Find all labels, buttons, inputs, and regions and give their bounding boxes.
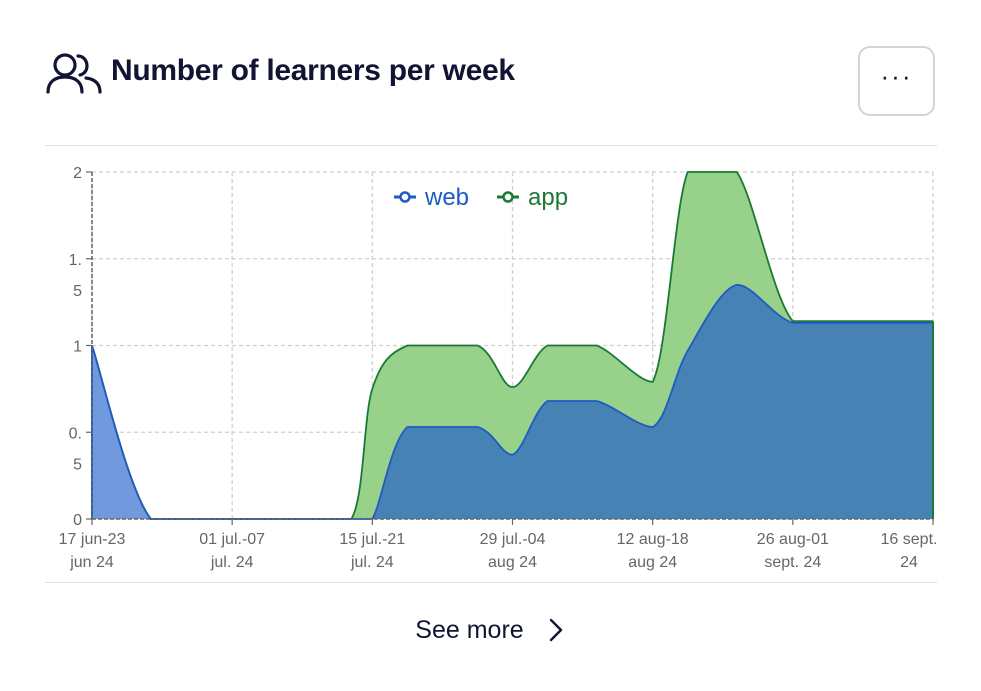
series-line-web: [91, 283, 933, 520]
card-header: Number of learners per week ···: [45, 40, 937, 120]
x-tick-label: aug 24: [488, 554, 537, 571]
chevron-right-icon: [549, 618, 562, 642]
footer-divider: [45, 582, 937, 583]
legend-marker-app: [502, 191, 514, 203]
card-title: Number of learners per week: [111, 54, 515, 87]
y-tick-label: 5: [73, 456, 82, 473]
y-tick-label: 5: [73, 283, 82, 300]
learners-area-chart: 0 0. 5 1 1. 5 2 17 jun-23 jun 24 01 jul.-07 jul. 2…: [59, 165, 938, 571]
x-tick-label: 26 aug-01: [757, 531, 829, 548]
x-tick-label: 12 aug-18: [617, 531, 689, 548]
legend-item-web[interactable]: web: [394, 184, 469, 211]
x-tick-label: 24: [900, 554, 918, 571]
x-tick-label: aug 24: [628, 554, 677, 571]
see-more-link[interactable]: See more: [0, 608, 981, 652]
y-tick-label: 0: [73, 512, 82, 529]
y-tick-label: 0.: [69, 425, 82, 442]
users-icon: [46, 53, 102, 94]
legend-label-app: app: [528, 184, 568, 211]
x-tick-label: 17 jun-23: [59, 531, 126, 548]
x-tick-label: 16 sept.: [881, 531, 938, 548]
x-tick-label: jun 24: [69, 554, 114, 571]
x-tick-label: 29 jul.-04: [480, 531, 546, 548]
area-app: [92, 172, 933, 519]
x-tick-label: 01 jul.-07: [199, 531, 265, 548]
y-tick-label: 2: [73, 165, 82, 182]
legend-marker-web: [399, 191, 411, 203]
legend-label-web: web: [424, 184, 469, 211]
x-tick-label: 15 jul.-21: [339, 531, 405, 548]
x-tick-label: jul. 24: [350, 554, 394, 571]
more-options-button[interactable]: ···: [858, 46, 935, 116]
more-options-label: ···: [880, 61, 913, 91]
header-divider: [45, 145, 937, 146]
y-tick-label: 1.: [69, 252, 82, 269]
see-more-label: See more: [415, 615, 524, 644]
y-tick-label: 1: [73, 339, 82, 356]
x-tick-label: jul. 24: [210, 554, 254, 571]
legend-item-app[interactable]: app: [497, 184, 568, 211]
area-web-early: [92, 345, 177, 520]
x-tick-label: sept. 24: [764, 554, 821, 571]
